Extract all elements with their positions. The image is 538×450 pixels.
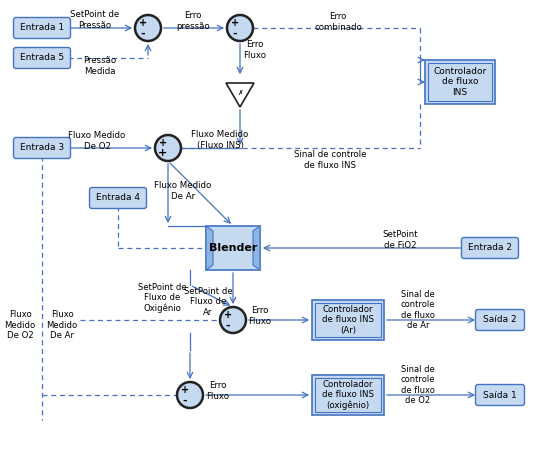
- Text: Sinal de controle
de fluxo INS: Sinal de controle de fluxo INS: [294, 150, 366, 170]
- Text: SetPoint de
Fluxo de
Oxigênio: SetPoint de Fluxo de Oxigênio: [138, 283, 186, 313]
- FancyBboxPatch shape: [462, 238, 519, 258]
- Circle shape: [155, 135, 181, 161]
- Text: Saída 2: Saída 2: [483, 315, 517, 324]
- Text: Saída 1: Saída 1: [483, 391, 517, 400]
- Bar: [315, 378, 381, 412]
- Text: -: -: [225, 320, 230, 330]
- Text: +: +: [139, 18, 147, 28]
- FancyBboxPatch shape: [13, 18, 70, 39]
- Circle shape: [135, 15, 161, 41]
- Circle shape: [220, 307, 246, 333]
- Text: Sinal de
controle
de fluxo
de O2: Sinal de controle de fluxo de O2: [401, 365, 435, 405]
- Text: Fluxo
Medido
De O2: Fluxo Medido De O2: [4, 310, 36, 340]
- Text: Pressão
Medida: Pressão Medida: [83, 56, 117, 76]
- Text: Erro
Fluxo: Erro Fluxo: [207, 381, 230, 400]
- Text: -: -: [140, 28, 145, 38]
- Text: Controlador
de fluxo INS
(Ar): Controlador de fluxo INS (Ar): [322, 305, 374, 335]
- Polygon shape: [253, 226, 260, 270]
- Circle shape: [177, 382, 203, 408]
- FancyBboxPatch shape: [13, 48, 70, 68]
- FancyBboxPatch shape: [89, 188, 146, 208]
- Text: Fluxo Medido
De Ar: Fluxo Medido De Ar: [154, 181, 211, 201]
- Text: Entrada 4: Entrada 4: [96, 194, 140, 202]
- FancyBboxPatch shape: [476, 310, 525, 330]
- Text: -: -: [232, 28, 237, 38]
- Text: Controlador
de fluxo INS
(oxigênio): Controlador de fluxo INS (oxigênio): [322, 380, 374, 410]
- Text: Entrada 1: Entrada 1: [20, 23, 64, 32]
- Text: Erro
pressão: Erro pressão: [176, 11, 210, 31]
- FancyBboxPatch shape: [13, 138, 70, 158]
- Polygon shape: [206, 226, 213, 270]
- Text: Erro
combinado: Erro combinado: [314, 12, 362, 32]
- Polygon shape: [226, 83, 254, 107]
- Text: Entrada 2: Entrada 2: [468, 243, 512, 252]
- Circle shape: [227, 15, 253, 41]
- Text: +: +: [181, 385, 189, 395]
- Text: Controlador
de fluxo
INS: Controlador de fluxo INS: [434, 67, 487, 97]
- Text: Fluxo
Medido
De Ar: Fluxo Medido De Ar: [46, 310, 77, 340]
- Bar: [206, 226, 260, 270]
- Bar: [425, 60, 495, 104]
- Text: Sinal de
controle
de fluxo
de Ar: Sinal de controle de fluxo de Ar: [401, 290, 435, 330]
- Text: Blender: Blender: [209, 243, 257, 253]
- Text: SetPoint de
Pressão: SetPoint de Pressão: [70, 10, 119, 30]
- Bar: [428, 63, 492, 101]
- Text: Entrada 3: Entrada 3: [20, 144, 64, 153]
- Text: Fluxo Medido
De O2: Fluxo Medido De O2: [68, 131, 126, 151]
- Text: Fluxo Medido
(Fluxo INS): Fluxo Medido (Fluxo INS): [192, 130, 249, 150]
- Text: SetPoint
de FiO2: SetPoint de FiO2: [382, 230, 418, 250]
- Bar: [315, 303, 381, 337]
- Text: +: +: [159, 138, 167, 148]
- Text: +: +: [224, 310, 232, 320]
- Text: ✗: ✗: [237, 90, 243, 96]
- Text: Erro
Fluxo: Erro Fluxo: [249, 306, 272, 326]
- Text: +: +: [231, 18, 239, 28]
- Text: SetPoint de
Fluxo de
Ar: SetPoint de Fluxo de Ar: [183, 287, 232, 317]
- Text: Entrada 5: Entrada 5: [20, 54, 64, 63]
- Text: Erro
Fluxo: Erro Fluxo: [244, 40, 266, 60]
- FancyBboxPatch shape: [476, 384, 525, 405]
- Text: +: +: [158, 148, 167, 158]
- Bar: [312, 375, 384, 415]
- Bar: [312, 300, 384, 340]
- Text: -: -: [182, 396, 187, 405]
